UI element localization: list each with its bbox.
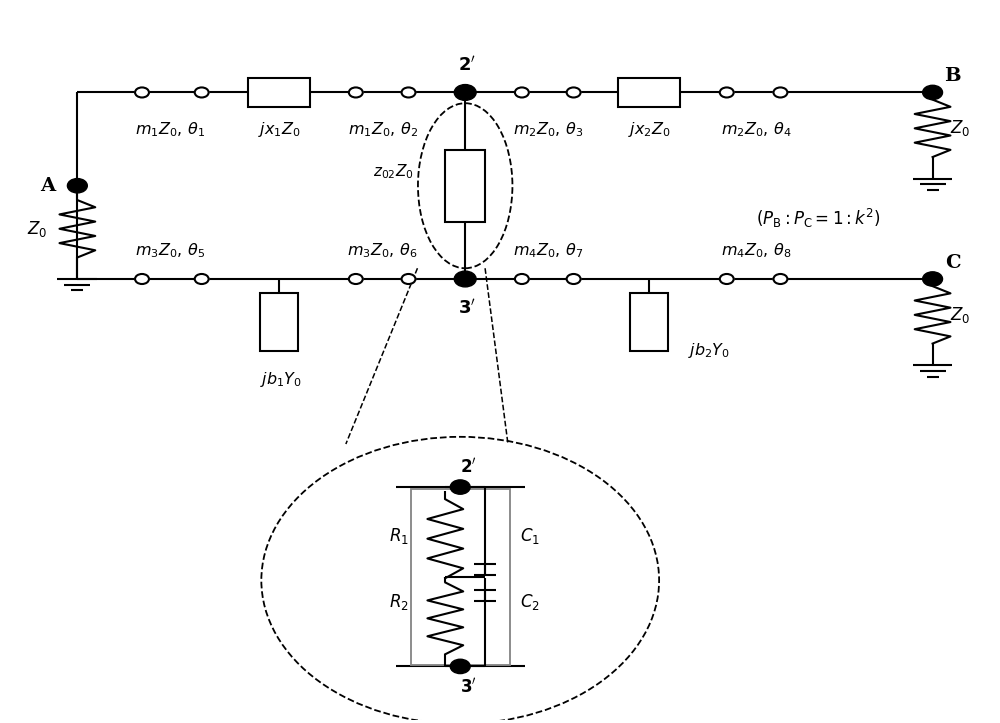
Text: $m_4Z_0,\,\theta_8$: $m_4Z_0,\,\theta_8$: [721, 241, 792, 260]
Bar: [618, 78, 680, 107]
Text: $\mathbf{2'}$: $\mathbf{2'}$: [460, 458, 477, 476]
Text: $R_1$: $R_1$: [389, 526, 409, 546]
Text: $C_2$: $C_2$: [520, 592, 540, 612]
Bar: [260, 294, 298, 351]
Circle shape: [923, 272, 943, 286]
Circle shape: [454, 271, 476, 287]
Text: $\mathbf{3'}$: $\mathbf{3'}$: [458, 298, 476, 317]
Text: C: C: [945, 254, 960, 272]
Circle shape: [450, 480, 470, 495]
Text: $C_1$: $C_1$: [520, 526, 540, 546]
Bar: [248, 78, 310, 107]
Circle shape: [720, 274, 734, 284]
Circle shape: [773, 87, 787, 98]
Circle shape: [450, 659, 470, 674]
Text: $jb_2Y_0$: $jb_2Y_0$: [688, 341, 730, 360]
Text: $m_2Z_0,\,\theta_3$: $m_2Z_0,\,\theta_3$: [513, 121, 583, 139]
Text: $Z_0$: $Z_0$: [950, 119, 971, 138]
Circle shape: [567, 274, 581, 284]
Circle shape: [67, 179, 87, 193]
Text: $m_1Z_0,\,\theta_1$: $m_1Z_0,\,\theta_1$: [135, 121, 205, 139]
Circle shape: [515, 87, 529, 98]
Circle shape: [773, 274, 787, 284]
Text: $m_4Z_0,\,\theta_7$: $m_4Z_0,\,\theta_7$: [513, 241, 583, 260]
Circle shape: [515, 274, 529, 284]
Text: $m_2Z_0,\,\theta_4$: $m_2Z_0,\,\theta_4$: [721, 121, 792, 139]
Circle shape: [720, 87, 734, 98]
Text: $m_3Z_0,\,\theta_6$: $m_3Z_0,\,\theta_6$: [347, 241, 418, 260]
Circle shape: [349, 274, 363, 284]
Text: $\mathbf{3'}$: $\mathbf{3'}$: [460, 677, 477, 696]
Text: $z_{02}Z_0$: $z_{02}Z_0$: [373, 162, 414, 181]
Text: $Z_0$: $Z_0$: [27, 219, 48, 239]
Circle shape: [402, 87, 415, 98]
Text: B: B: [944, 67, 961, 85]
Circle shape: [195, 87, 209, 98]
Text: A: A: [40, 176, 55, 194]
Bar: [630, 294, 668, 351]
Bar: [445, 150, 485, 221]
Text: $\mathbf{2'}$: $\mathbf{2'}$: [458, 56, 476, 74]
Bar: [411, 489, 510, 665]
Text: $Z_0$: $Z_0$: [950, 305, 971, 325]
Circle shape: [135, 87, 149, 98]
Circle shape: [923, 85, 943, 100]
Text: $R_2$: $R_2$: [389, 592, 408, 612]
Circle shape: [402, 274, 415, 284]
Text: $jb_1Y_0$: $jb_1Y_0$: [260, 370, 302, 389]
Text: $(P_\mathrm{B}:P_\mathrm{C}=1:k^2)$: $(P_\mathrm{B}:P_\mathrm{C}=1:k^2)$: [756, 207, 881, 230]
Text: $jx_1Z_0$: $jx_1Z_0$: [258, 120, 301, 140]
Text: $m_1Z_0,\,\theta_2$: $m_1Z_0,\,\theta_2$: [348, 121, 418, 139]
Circle shape: [195, 274, 209, 284]
Circle shape: [135, 274, 149, 284]
Circle shape: [349, 87, 363, 98]
Circle shape: [454, 85, 476, 100]
Circle shape: [567, 87, 581, 98]
Text: $m_3Z_0,\,\theta_5$: $m_3Z_0,\,\theta_5$: [135, 241, 205, 260]
Text: $jx_2Z_0$: $jx_2Z_0$: [628, 120, 670, 140]
